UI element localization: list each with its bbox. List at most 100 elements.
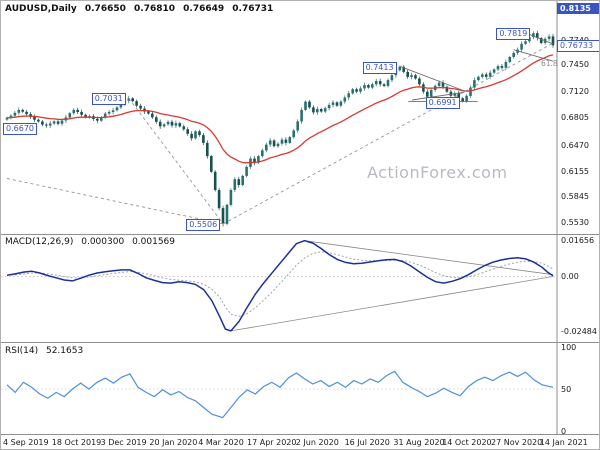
candle-body bbox=[481, 74, 484, 77]
candle-body bbox=[127, 98, 131, 101]
candle-body bbox=[492, 69, 496, 73]
close-value: 0.76731 bbox=[232, 4, 274, 14]
candle-body bbox=[536, 33, 539, 38]
candle-body bbox=[103, 113, 107, 118]
macd-signal-line bbox=[6, 251, 554, 317]
candle-body bbox=[119, 104, 123, 108]
candle-body bbox=[96, 118, 99, 121]
candle-body bbox=[371, 84, 374, 88]
candle-body bbox=[363, 85, 366, 89]
candle-body bbox=[245, 166, 248, 176]
candle-body bbox=[268, 140, 272, 145]
candle-body bbox=[484, 74, 488, 77]
candle-body bbox=[158, 121, 162, 127]
candle-body bbox=[111, 110, 115, 112]
candle-body bbox=[276, 143, 280, 147]
candle-body bbox=[261, 150, 264, 157]
rsi-indicator-title: RSI(14) 52.1653 bbox=[5, 346, 88, 356]
trendline bbox=[513, 27, 554, 45]
high-value: 0.76810 bbox=[134, 4, 176, 14]
candle-body bbox=[257, 156, 260, 163]
candle-body bbox=[386, 80, 390, 86]
candle-body bbox=[237, 179, 241, 185]
candle-body bbox=[461, 98, 464, 102]
candle-body bbox=[398, 66, 402, 71]
candle-body bbox=[422, 84, 425, 92]
candle-body bbox=[284, 139, 288, 143]
candle-body bbox=[225, 204, 229, 224]
candle-body bbox=[316, 109, 319, 113]
candle-body bbox=[453, 93, 457, 96]
candle-body bbox=[107, 111, 111, 114]
candle-body bbox=[233, 179, 237, 190]
candle-body bbox=[241, 175, 244, 185]
candle-body bbox=[532, 33, 535, 38]
resistance-price-tag: 0.8135 bbox=[557, 3, 599, 14]
candle-body bbox=[524, 41, 527, 44]
candle-body bbox=[437, 82, 441, 86]
candle-body bbox=[217, 190, 221, 209]
candle-body bbox=[9, 115, 13, 118]
candle-body bbox=[355, 89, 358, 92]
candle-body bbox=[426, 91, 429, 97]
candle-body bbox=[155, 117, 158, 122]
candle-body bbox=[465, 95, 468, 102]
candle-body bbox=[339, 101, 343, 106]
candle-body bbox=[221, 208, 225, 224]
candle-body bbox=[60, 120, 64, 124]
candle-body bbox=[351, 89, 354, 94]
candle-body bbox=[265, 144, 268, 151]
candle-body bbox=[178, 123, 182, 127]
candle-body bbox=[186, 129, 189, 134]
candle-body bbox=[115, 107, 119, 111]
candle-body bbox=[445, 86, 449, 92]
candle-body bbox=[84, 114, 87, 118]
candle-body bbox=[17, 109, 21, 113]
candle-body bbox=[52, 121, 56, 124]
candle-body bbox=[367, 85, 370, 88]
candle-body bbox=[539, 38, 543, 43]
candle-body bbox=[13, 112, 17, 116]
candle-body bbox=[390, 75, 394, 81]
macd-trendline bbox=[230, 276, 554, 332]
candle-body bbox=[414, 75, 417, 79]
candle-body bbox=[174, 123, 178, 126]
fib-61-8-label: 61.8 bbox=[541, 59, 558, 68]
trendline bbox=[222, 42, 554, 225]
candle-body bbox=[504, 62, 508, 68]
candle-body bbox=[323, 108, 327, 112]
candle-body bbox=[500, 66, 504, 68]
candle-body bbox=[429, 90, 433, 97]
macd-label: MACD(12,26,9) bbox=[5, 237, 74, 247]
low-value: 0.76649 bbox=[183, 4, 225, 14]
candle-body bbox=[253, 158, 256, 163]
candle-body bbox=[441, 82, 445, 87]
candle-body bbox=[473, 80, 476, 88]
candle-body bbox=[166, 121, 170, 125]
candle-body bbox=[296, 121, 299, 131]
candle-body bbox=[343, 97, 347, 102]
candle-body bbox=[56, 121, 60, 124]
candle-body bbox=[25, 111, 28, 115]
candle-body bbox=[68, 113, 72, 118]
candle-body bbox=[312, 107, 315, 113]
candle-body bbox=[206, 142, 209, 157]
candle-body bbox=[477, 76, 480, 81]
candle-body bbox=[410, 75, 413, 77]
candle-body bbox=[508, 57, 512, 62]
candle-body bbox=[512, 52, 515, 57]
watermark: ActionForex.com bbox=[367, 163, 508, 182]
candle-body bbox=[151, 113, 154, 118]
candle-body bbox=[48, 123, 52, 126]
trendline bbox=[128, 98, 224, 225]
candle-body bbox=[308, 101, 311, 108]
macd-value-1: 0.000300 bbox=[81, 237, 125, 247]
candle-body bbox=[382, 84, 386, 86]
candle-body bbox=[347, 93, 350, 98]
candle-body bbox=[469, 87, 472, 96]
candle-body bbox=[300, 109, 303, 122]
candle-body bbox=[402, 66, 405, 72]
candle-body bbox=[288, 137, 292, 143]
